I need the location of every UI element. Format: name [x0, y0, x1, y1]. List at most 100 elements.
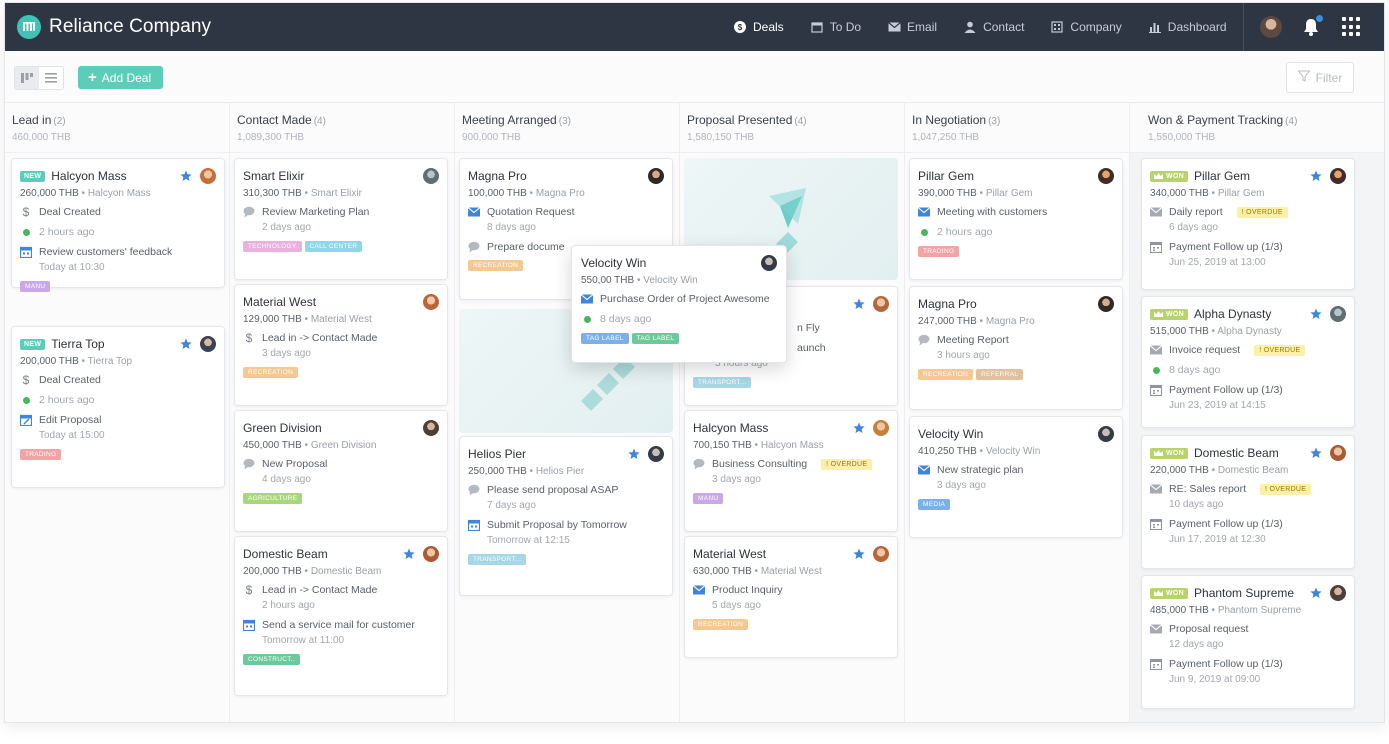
column-count: (2)	[53, 116, 66, 127]
online-dot-icon	[22, 396, 30, 404]
activity-row: $ Deal Created	[20, 205, 216, 219]
star-icon[interactable]	[853, 298, 865, 310]
column-header: Proposal Presented (4) 1,580,150 THB	[680, 103, 904, 153]
deal-card[interactable]: Helios Pier 250,000 THB • Helios Pier Pl…	[459, 436, 673, 596]
star-icon[interactable]	[1310, 447, 1322, 459]
column-total: 1,047,250 THB	[912, 132, 980, 143]
person-icon	[963, 20, 977, 34]
deal-card[interactable]: Smart Elixir 310,300 THB • Smart Elixir …	[234, 158, 448, 280]
star-icon[interactable]	[853, 548, 865, 560]
activity-row: $ Lead in -> Contact Made	[243, 583, 439, 597]
nav-contact[interactable]: Contact	[963, 20, 1024, 34]
deal-card[interactable]: WON Domestic Beam 220,000 THB • Domestic…	[1141, 435, 1355, 569]
star-icon[interactable]	[1310, 170, 1322, 182]
column-contact-made: Contact Made (4) 1,089,300 THB	[230, 103, 455, 722]
company-logo-icon	[17, 15, 41, 39]
deal-card[interactable]: Magna Pro 100,000 THB • Magna Pro Quotat…	[459, 158, 673, 300]
star-icon[interactable]	[628, 448, 640, 460]
dragging-deal-card[interactable]: Velocity Win 550,00 THB • Velocity Win P…	[571, 245, 787, 363]
list-view-icon	[45, 73, 57, 83]
deal-name: Helios Pier	[468, 447, 527, 461]
brand[interactable]: Reliance Company	[17, 15, 211, 39]
won-badge: WON	[1150, 308, 1189, 320]
deal-card[interactable]: NEW Halcyon Mass 260,000 THB • Halcyon M…	[11, 158, 225, 292]
nav-todo-label: To Do	[829, 20, 862, 34]
tag-label: TRADING	[918, 246, 960, 257]
top-navbar: Reliance Company $ Deals To Do Email Con…	[5, 3, 1384, 51]
crown-icon	[1154, 590, 1163, 596]
column-header: In Negotiation (3) 1,047,250 THB	[905, 103, 1129, 153]
nav-todo[interactable]: To Do	[810, 20, 861, 34]
activity-time: 2 days ago	[262, 222, 311, 233]
deals-icon: $	[733, 20, 747, 34]
new-badge: NEW	[20, 338, 46, 350]
column-title: Proposal Presented	[687, 113, 793, 127]
board-toolbar: + Add Deal Filter	[5, 51, 1384, 103]
overdue-badge: ! OVERDUE	[1236, 206, 1288, 218]
deal-card[interactable]: NEW Tierra Top 200,000 THB • Tierra Top …	[11, 326, 225, 488]
column-in-negotiation: In Negotiation (3) 1,047,250 THB	[905, 103, 1130, 722]
deal-amount: 550,00 THB • Velocity Win	[581, 275, 698, 286]
activity-row: Product Inquiry	[693, 583, 889, 597]
star-icon[interactable]	[1310, 587, 1322, 599]
online-dot-icon	[920, 228, 928, 236]
star-icon[interactable]	[403, 548, 415, 560]
deal-card[interactable]: WON Phantom Supreme 485,000 THB • Phanto…	[1141, 575, 1355, 709]
column-title: Won & Payment Tracking	[1148, 113, 1284, 127]
view-toggle	[14, 66, 64, 90]
activity-row: 8 days ago	[581, 312, 777, 326]
chat-icon	[918, 334, 930, 346]
deal-amount: 310,300 THB • Smart Elixir	[243, 188, 362, 199]
star-icon[interactable]	[180, 338, 192, 350]
nav-dashboard[interactable]: Dashboard	[1148, 20, 1227, 34]
nav-deals[interactable]: $ Deals	[733, 20, 784, 34]
activity-row: Daily report! OVERDUE	[1150, 205, 1346, 219]
deal-card[interactable]: Domestic Beam 200,000 THB • Domestic Bea…	[234, 536, 448, 696]
deal-card[interactable]: WON Pillar Gem 340,000 THB • Pillar Gem …	[1141, 158, 1355, 290]
deal-card[interactable]: Green Division 450,000 THB • Green Divis…	[234, 410, 448, 532]
user-avatar[interactable]	[1260, 16, 1282, 38]
tag-label: RECREATION	[693, 619, 749, 630]
tag-label: RECREATION	[468, 260, 524, 271]
nav-email[interactable]: Email	[887, 20, 937, 34]
deal-card[interactable]: Pillar Gem 390,000 THB • Pillar Gem Meet…	[909, 158, 1123, 280]
column-total: 1,580,150 THB	[687, 132, 755, 143]
tag-label: AGRICULTURE	[243, 493, 303, 504]
deal-card[interactable]: Material West 630,000 THB • Material Wes…	[684, 536, 898, 658]
add-deal-button[interactable]: + Add Deal	[78, 66, 164, 89]
star-icon[interactable]	[1310, 308, 1322, 320]
apps-grid-icon[interactable]	[1342, 17, 1362, 37]
list-view-button[interactable]	[39, 67, 63, 89]
chat-icon	[243, 458, 255, 470]
main-nav: $ Deals To Do Email Contact Company D	[733, 3, 1253, 51]
activity-row: Business Consulting! OVERDUE	[693, 457, 889, 471]
activity-time: Jun 17, 2019 at 12:30	[1169, 534, 1266, 545]
star-icon[interactable]	[853, 422, 865, 434]
column-header: Meeting Arranged (3) 900,000 THB	[455, 103, 679, 153]
tag-label: RECREATION	[918, 369, 974, 380]
deal-card[interactable]: Material West 129,000 THB • Material Wes…	[234, 284, 448, 406]
dollar-icon: $	[22, 205, 30, 219]
deal-name: Phantom Supreme	[1194, 586, 1295, 600]
deal-card[interactable]: Velocity Win 410,250 THB • Velocity Win …	[909, 416, 1123, 538]
add-deal-label: Add Deal	[101, 70, 152, 85]
filter-button[interactable]: Filter	[1286, 62, 1354, 93]
deal-name: Domestic Beam	[1194, 446, 1279, 460]
star-icon[interactable]	[180, 170, 192, 182]
column-count: (3)	[558, 116, 571, 127]
deal-card[interactable]: Magna Pro 247,000 THB • Magna Pro Meetin…	[909, 286, 1123, 410]
activity-row: Purchase Order of Project Awesome	[581, 292, 777, 306]
column-meeting-arranged: Meeting Arranged (3) 900,000 THB	[455, 103, 680, 722]
email-icon	[468, 206, 480, 218]
deal-card[interactable]: WON Alpha Dynasty 515,000 THB • Alpha Dy…	[1141, 296, 1355, 428]
activity-row: Quotation Request	[468, 205, 664, 219]
overdue-badge: ! OVERDUE	[821, 458, 873, 470]
deal-card[interactable]: Halcyon Mass 700,150 THB • Halcyon Mass …	[684, 410, 898, 532]
board-view-button[interactable]	[15, 67, 39, 89]
activity-time: 3 hours ago	[937, 350, 990, 361]
avatar	[648, 446, 664, 462]
tag-label: TECHNOLOGY	[243, 241, 302, 252]
notification-bell-icon[interactable]	[1300, 14, 1324, 38]
activity-time: Today at 15:00	[39, 430, 105, 441]
nav-company[interactable]: Company	[1050, 20, 1122, 34]
